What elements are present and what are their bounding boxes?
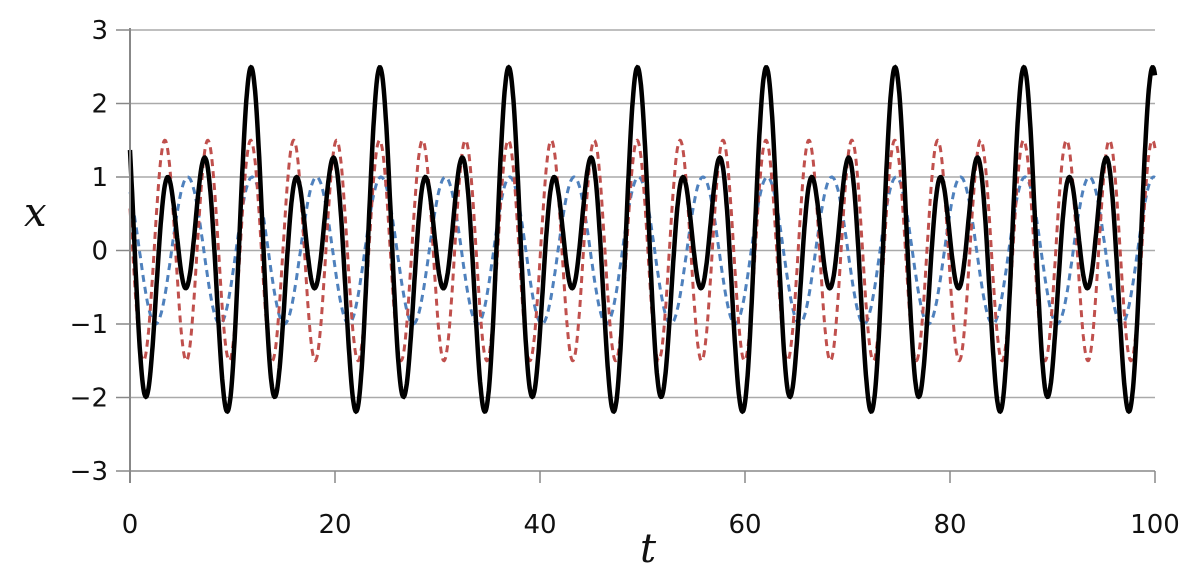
y-tick-label: −1 — [70, 310, 108, 340]
y-tick-label: −3 — [70, 457, 108, 487]
x-axis-label: t — [640, 526, 657, 572]
y-tick-label: 3 — [91, 16, 108, 46]
y-tick-label: 2 — [91, 90, 108, 120]
series-line-0 — [128, 175, 1156, 326]
y-tick-label: 1 — [91, 163, 108, 193]
y-axis-label: x — [24, 190, 47, 236]
x-tick-label: 40 — [523, 510, 556, 540]
x-tick-label: 100 — [1130, 510, 1180, 540]
series-line-2 — [127, 64, 1158, 415]
y-tick-label: 0 — [91, 237, 108, 267]
x-tick-label: 80 — [933, 510, 966, 540]
x-tick-label: 20 — [318, 510, 351, 540]
y-tick-label: −2 — [70, 384, 108, 414]
x-tick-label: 60 — [728, 510, 761, 540]
x-tick-label: 0 — [122, 510, 139, 540]
